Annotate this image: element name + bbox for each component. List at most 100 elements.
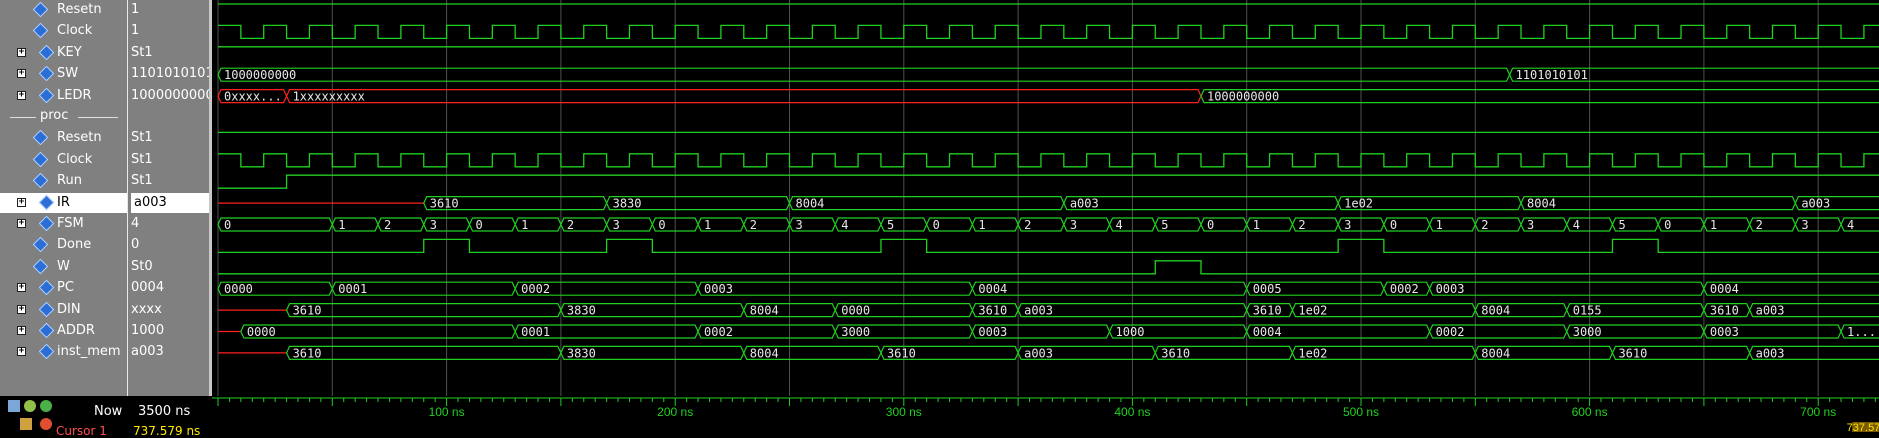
bus-value: 3610 — [1253, 304, 1282, 318]
bus-value: 3 — [796, 218, 803, 232]
signal-value: 0004 — [131, 280, 165, 296]
signal-value: 1 — [131, 2, 140, 17]
bus-value: 3610 — [293, 346, 322, 360]
bus-value: 1101010101 — [1516, 68, 1588, 82]
bus-value: 1 — [704, 218, 711, 232]
bus-value: 5 — [1161, 218, 1168, 232]
expand-icon[interactable]: + — [17, 196, 26, 207]
expand-icon[interactable]: + — [17, 68, 26, 79]
signal-value: St1 — [131, 130, 153, 146]
ruler-label: 400 ns — [1114, 405, 1150, 419]
bus-value: 0002 — [704, 325, 733, 339]
signal-value: 0 — [131, 237, 140, 253]
bus-segment — [1840, 217, 1879, 232]
expand-icon[interactable]: + — [17, 89, 26, 100]
now-label: Now — [94, 404, 123, 419]
add-cursor-icon[interactable] — [24, 400, 36, 412]
group-header-proc[interactable]: proc — [0, 107, 127, 127]
signal-row-key[interactable]: + KEY — [0, 43, 127, 63]
bus-segment — [1748, 345, 1879, 360]
bus-value: 3610 — [1161, 346, 1190, 360]
signal-row-run[interactable]: Run — [0, 171, 127, 191]
signal-name: Run — [57, 173, 82, 189]
expand-icon[interactable]: + — [17, 282, 26, 293]
signal-row-din[interactable]: + DIN — [0, 300, 127, 320]
bus-value: 2 — [1298, 218, 1305, 232]
signal-row-w[interactable]: W — [0, 257, 127, 277]
signal-row-done[interactable]: Done — [0, 235, 127, 255]
bus-segment — [285, 303, 562, 318]
signal-name: PC — [57, 280, 74, 296]
signal-row-inst_mem[interactable]: + inst_mem — [0, 342, 127, 362]
signal-row-clock[interactable]: Clock — [0, 150, 127, 170]
timeline-bar: 100 ns 200 ns 300 ns 400 ns 500 ns 600 ns 700 … — [0, 396, 1879, 432]
signal-row-fsm[interactable]: + FSM — [0, 214, 127, 234]
ruler-label: 700 ns — [1800, 405, 1836, 419]
time-ruler[interactable]: 100 ns 200 ns 300 ns 400 ns 500 ns 600 ns 700 … — [212, 396, 1879, 432]
bus-value: 8004 — [1481, 304, 1510, 318]
bus-value: 0004 — [1253, 325, 1282, 339]
bus-value: 0002 — [1436, 325, 1465, 339]
expand-icon[interactable]: + — [17, 346, 26, 357]
bus-segment — [1200, 89, 1879, 104]
signal-row-sw[interactable]: + SW — [0, 64, 127, 84]
bus-value: 0005 — [1253, 282, 1282, 296]
bus-value: a003 — [1801, 197, 1830, 211]
expand-icon[interactable]: + — [17, 218, 26, 228]
signal-icon — [38, 87, 55, 103]
bus-value: 0 — [1207, 218, 1214, 232]
bus-value: 0000 — [247, 325, 276, 339]
bus-value: 3000 — [841, 325, 870, 339]
expand-icon[interactable]: + — [17, 325, 26, 335]
signal-icon — [32, 151, 49, 168]
expand-icon[interactable]: + — [17, 303, 26, 314]
bus-value: 3 — [1070, 218, 1077, 232]
signal-value-pane — [128, 0, 209, 432]
bus-value: 0004 — [978, 282, 1007, 296]
logic-trace — [218, 24, 1879, 40]
zoom-icon[interactable] — [8, 400, 20, 412]
bus-value: 3000 — [1573, 325, 1602, 339]
pane-splitter[interactable] — [209, 0, 212, 432]
expand-icon[interactable]: + — [17, 46, 26, 57]
bus-value: 0003 — [704, 282, 733, 296]
signal-icon — [38, 322, 55, 339]
signal-icon — [32, 172, 49, 189]
bus-value: 1e02 — [1298, 304, 1327, 318]
bus-value: 4 — [1573, 218, 1580, 232]
bus-value: 3610 — [978, 304, 1007, 318]
bus-value: 0 — [658, 218, 665, 232]
lock-icon[interactable] — [20, 418, 32, 430]
bus-segment — [1840, 324, 1879, 339]
signal-row-resetn[interactable]: Resetn — [0, 128, 127, 148]
signal-value: 1000000000 — [131, 87, 209, 103]
bus-value: 0002 — [1390, 282, 1419, 296]
bus-value: 0 — [933, 218, 940, 232]
bus-value: 0003 — [978, 325, 1007, 339]
signal-name: IR — [57, 194, 70, 210]
signal-row-ir[interactable]: + IR — [0, 192, 127, 213]
bus-segment — [788, 196, 1065, 211]
cursor-label: Cursor 1 — [56, 424, 107, 438]
insert-icon[interactable] — [40, 400, 52, 412]
delete-cursor-icon[interactable] — [40, 418, 52, 430]
bus-value: 1 — [338, 218, 345, 232]
signal-row-pc[interactable]: + PC — [0, 278, 127, 298]
signal-icon — [32, 130, 49, 146]
signal-row-ledr[interactable]: + LEDR — [0, 86, 127, 106]
signal-value: a003 — [131, 344, 164, 360]
bus-segment — [217, 217, 333, 232]
signal-row-resetn[interactable]: Resetn — [0, 0, 127, 20]
bus-value: 3610 — [293, 304, 322, 318]
signal-row-addr[interactable]: + ADDR — [0, 321, 127, 341]
bus-value: 5 — [1618, 218, 1625, 232]
pane-divider[interactable] — [127, 0, 128, 432]
bus-value: 0155 — [1573, 304, 1602, 318]
bus-value: 0 — [224, 218, 231, 232]
signal-row-clock[interactable]: Clock — [0, 21, 127, 41]
bus-value: 3610 — [1710, 304, 1739, 318]
signal-icon — [32, 1, 49, 18]
bus-value: 3830 — [613, 197, 642, 211]
bus-value: 3610 — [887, 346, 916, 360]
